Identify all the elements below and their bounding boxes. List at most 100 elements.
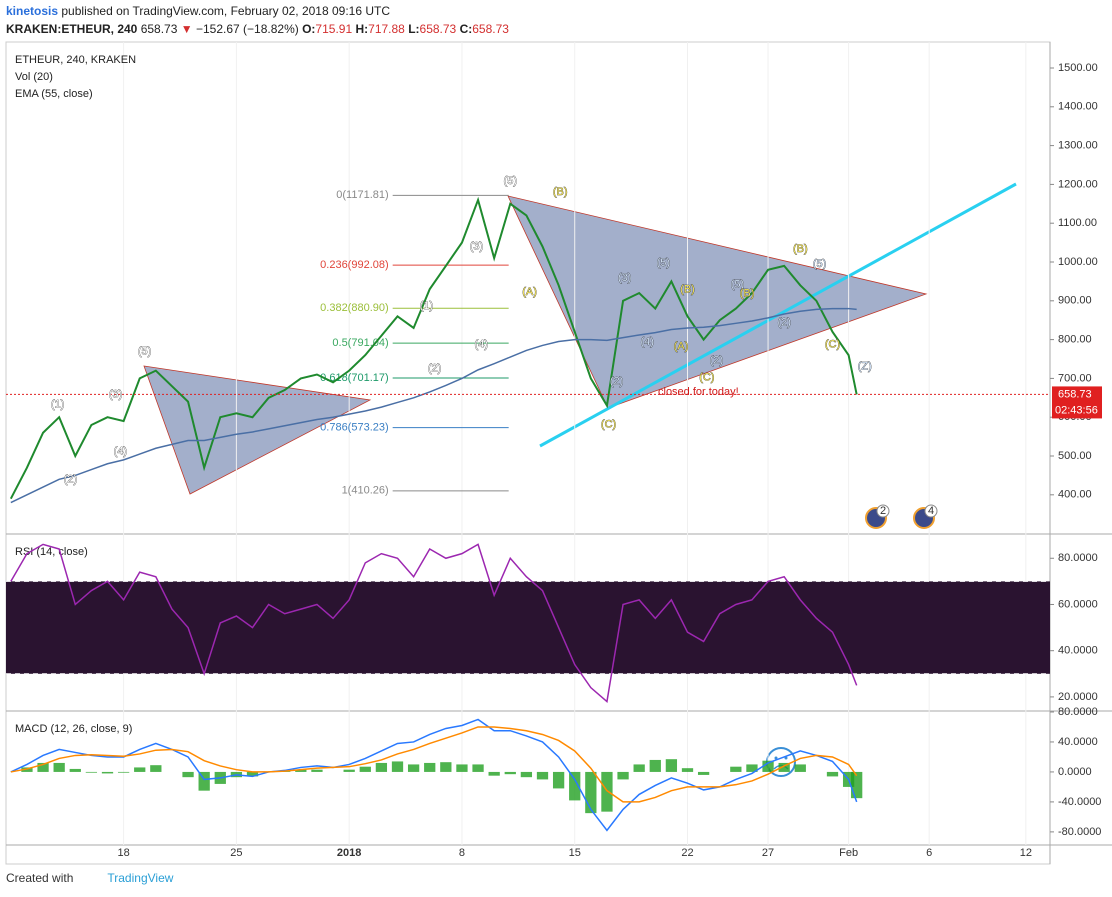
wave-label: (2)	[64, 474, 77, 486]
rsi-band	[6, 581, 1050, 674]
frame	[5, 41, 1051, 865]
y-tick-label: 900.00	[1058, 295, 1092, 307]
histogram-bar	[746, 764, 758, 772]
wave-label: (5)	[138, 346, 151, 358]
histogram-bar	[37, 762, 49, 772]
wave-label: (C)	[699, 372, 714, 384]
x-tick-label: 18	[117, 847, 129, 859]
x-tick-label: 12	[1020, 847, 1032, 859]
wave-label: (B)	[553, 186, 568, 198]
series-line	[9, 196, 858, 500]
eye	[774, 756, 778, 760]
y-tick-label: 1200.00	[1058, 178, 1098, 190]
wave-label: (Z)	[858, 360, 872, 372]
series-line	[10, 543, 858, 703]
wave-label: (B)	[740, 287, 755, 299]
footer: Created with TradingView	[6, 871, 173, 885]
arrow: ▼	[180, 22, 193, 36]
histogram-bar	[246, 771, 259, 777]
l: 658.73	[419, 22, 457, 36]
legend-text: MACD (12, 26, close, 9)	[15, 723, 132, 735]
fib-label: 0.382(880.90)	[320, 302, 389, 314]
o: 715.91	[315, 22, 353, 36]
histogram-bar	[424, 762, 436, 772]
wave-label: (3)	[618, 272, 631, 284]
y-tick-label: 800.00	[1058, 334, 1092, 346]
legend-text: EMA (55, close)	[15, 88, 93, 100]
symbol: KRAKEN:ETHEUR, 240	[6, 22, 138, 36]
histogram-bar	[536, 771, 549, 780]
wave-label: (3)	[109, 389, 122, 401]
y-tick-label: 1000.00	[1058, 256, 1098, 268]
histogram-bar	[762, 760, 774, 772]
x-tick-label: 15	[569, 847, 581, 859]
histogram-bar	[150, 765, 162, 772]
y-tick-label: 0.0000	[1058, 766, 1092, 778]
histogram-bar	[134, 767, 146, 772]
fib-label: 1(410.26)	[342, 485, 389, 497]
fib-label: 0(1171.81)	[336, 189, 388, 201]
wave-label: (B)	[793, 243, 808, 255]
y-tick-label: -40.0000	[1058, 796, 1101, 808]
wave-label: (4)	[640, 336, 653, 348]
series-line	[10, 307, 857, 504]
wave-label: (4)	[475, 339, 488, 351]
histogram-bar	[649, 759, 661, 772]
wave-label: (5)	[657, 257, 670, 269]
histogram-bar	[407, 764, 420, 772]
histogram-bar	[440, 762, 452, 772]
badge-count-bg	[876, 504, 890, 518]
brand[interactable]: TradingView	[107, 871, 174, 885]
change: −152.67 (−18.82%)	[195, 22, 299, 36]
wave-label: (2)	[710, 354, 723, 366]
countdown: 02:43:56	[1055, 404, 1098, 416]
published: published on TradingView.com, February 0…	[61, 4, 391, 18]
histogram-bar	[488, 771, 500, 776]
badge-count-bg	[924, 504, 938, 518]
legend-text: RSI (14, close)	[15, 546, 88, 558]
wave-label: (5)	[813, 258, 826, 270]
x-tick-label: 2018	[337, 847, 361, 859]
triangle	[507, 195, 928, 409]
histogram-bar	[681, 768, 694, 772]
wave-label: (4)	[114, 446, 127, 458]
y-tick-label: 80.0000	[1058, 706, 1098, 718]
l-label: L:	[408, 22, 420, 36]
histogram-bar	[295, 769, 307, 772]
fib-label: 0.786(573.23)	[320, 422, 389, 434]
fib-label: 0.618(701.17)	[320, 372, 389, 384]
histogram-bar	[504, 771, 516, 775]
legend-text: Vol (20)	[15, 71, 53, 83]
x-tick-label: 25	[230, 847, 242, 859]
header: kinetosis published on TradingView.com, …	[6, 2, 509, 38]
histogram-bar	[569, 771, 581, 801]
y-tick-label: 1100.00	[1058, 217, 1097, 229]
wave-label: (C)	[601, 418, 616, 430]
wave-label: (2)	[777, 316, 790, 328]
histogram-bar	[665, 759, 678, 772]
note: closed for today!	[658, 386, 739, 398]
y-tick-label: 1400.00	[1058, 101, 1098, 113]
y-tick-label: 1500.00	[1058, 62, 1098, 74]
y-tick-label: 400.00	[1058, 489, 1092, 501]
histogram-bar	[794, 764, 806, 772]
series-line	[10, 726, 858, 803]
histogram-bar	[456, 764, 468, 772]
histogram-bar	[375, 762, 388, 772]
histogram-bar	[520, 771, 533, 778]
triangle	[143, 365, 372, 495]
y-tick-label: 40.0000	[1058, 736, 1098, 748]
last-price-label: 658.73	[1058, 388, 1092, 400]
histogram-bar	[617, 771, 629, 780]
chart: 182520188152227Feb612400.00500.00600.007…	[5, 41, 1112, 865]
histogram-bar	[101, 771, 114, 774]
user[interactable]: kinetosis	[6, 4, 59, 18]
histogram-bar	[697, 771, 710, 775]
badge-count: 2	[880, 505, 886, 517]
wave-label: (3)	[470, 240, 483, 252]
x-tick-label: 6	[926, 847, 932, 859]
wave-label: (5)	[504, 175, 517, 187]
histogram-bar	[53, 762, 65, 772]
y-tick-label: 500.00	[1058, 450, 1092, 462]
h-label: H:	[355, 22, 369, 36]
